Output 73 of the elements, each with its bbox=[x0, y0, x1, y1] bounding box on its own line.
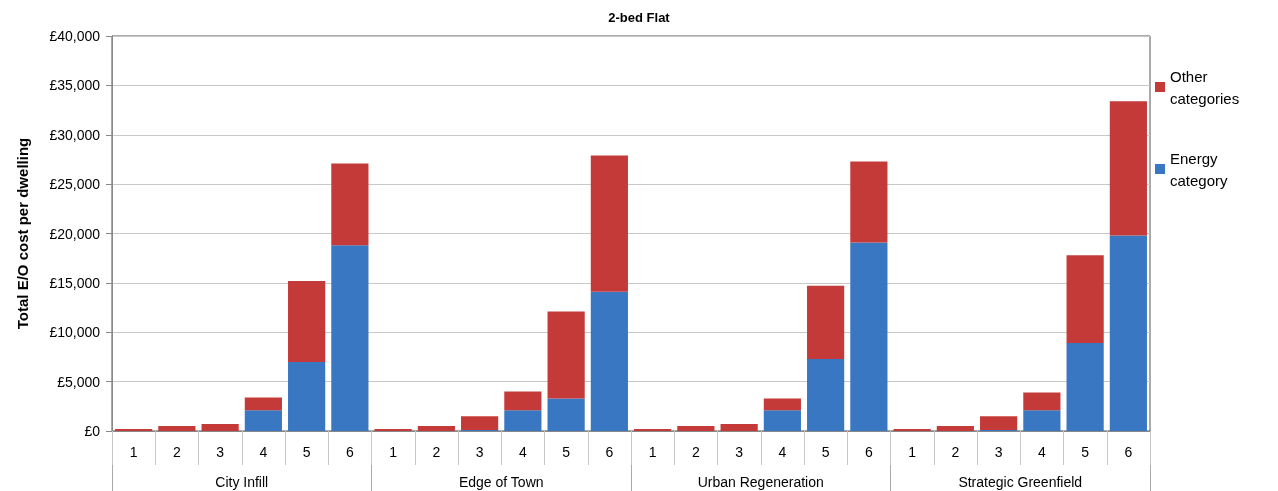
x-tick-label: 6 bbox=[345, 444, 354, 460]
y-tick-label: £20,000 bbox=[49, 225, 101, 242]
x-tick-label: 2 bbox=[432, 444, 441, 460]
bar bbox=[763, 410, 801, 431]
x-tick-label: 3 bbox=[735, 444, 744, 460]
x-tick-label: 6 bbox=[605, 444, 614, 460]
x-tick-label: 5 bbox=[302, 444, 311, 460]
bar bbox=[461, 416, 499, 431]
x-tick-label: 1 bbox=[389, 444, 398, 460]
x-tick-label: 1 bbox=[908, 444, 917, 460]
legend-label: Other categories bbox=[1170, 67, 1240, 107]
bar bbox=[1109, 235, 1147, 431]
x-tick-label: 2 bbox=[691, 444, 700, 460]
x-tick-label: 1 bbox=[648, 444, 657, 460]
bar bbox=[1066, 343, 1104, 431]
bar bbox=[936, 426, 974, 431]
text: Urban Regeneration bbox=[697, 474, 824, 490]
x-tick-label: 3 bbox=[216, 444, 225, 460]
bar bbox=[590, 155, 628, 292]
bar bbox=[547, 398, 585, 431]
y-tick-label: £25,000 bbox=[49, 176, 101, 193]
x-tick-label: 5 bbox=[562, 444, 571, 460]
x-tick-label: 5 bbox=[821, 444, 830, 460]
bar bbox=[850, 161, 888, 243]
bar bbox=[504, 391, 542, 411]
x-tick-label: 1 bbox=[129, 444, 138, 460]
y-axis-title: Total E/O cost per dwelling bbox=[14, 137, 31, 330]
text: City Infill bbox=[215, 474, 269, 490]
bar bbox=[1023, 392, 1061, 411]
chart-title: 2-bed Flat bbox=[608, 10, 671, 25]
y-tick-label: £10,000 bbox=[49, 324, 101, 341]
bar bbox=[331, 245, 369, 431]
x-tick-label: 5 bbox=[1081, 444, 1090, 460]
bar bbox=[763, 398, 801, 411]
bar bbox=[807, 358, 845, 431]
bar bbox=[850, 242, 888, 431]
x-tick-label: 2 bbox=[951, 444, 960, 460]
bar bbox=[590, 291, 628, 431]
bar bbox=[201, 424, 239, 431]
x-tick-label: 3 bbox=[475, 444, 484, 460]
x-tick-label: 4 bbox=[1037, 444, 1046, 460]
text: Edge of Town bbox=[458, 474, 544, 490]
bar bbox=[244, 397, 282, 411]
y-tick-label: £30,000 bbox=[49, 126, 101, 143]
bar bbox=[1109, 101, 1147, 236]
y-tick-label: £5,000 bbox=[57, 373, 101, 390]
y-tick-label: £15,000 bbox=[49, 274, 101, 291]
bar bbox=[807, 285, 845, 359]
x-tick-label: 6 bbox=[1124, 444, 1133, 460]
x-tick-label: 4 bbox=[518, 444, 527, 460]
y-tick-label: £35,000 bbox=[49, 77, 101, 94]
x-tick-label: 4 bbox=[778, 444, 787, 460]
bar bbox=[547, 311, 585, 399]
bar bbox=[504, 410, 542, 431]
x-tick-label: 4 bbox=[259, 444, 268, 460]
text: Strategic Greenfield bbox=[958, 474, 1083, 490]
bar bbox=[288, 361, 326, 431]
x-tick-label: 2 bbox=[172, 444, 181, 460]
bar bbox=[288, 280, 326, 362]
bar bbox=[244, 410, 282, 431]
bar bbox=[677, 426, 715, 431]
bar bbox=[1023, 410, 1061, 431]
x-tick-label: 3 bbox=[994, 444, 1003, 460]
bar bbox=[158, 426, 196, 431]
y-tick-label: £40,000 bbox=[49, 28, 101, 44]
bar bbox=[720, 424, 758, 431]
legend-label: Energy category bbox=[1170, 149, 1229, 189]
bar bbox=[1066, 255, 1104, 344]
bar bbox=[417, 426, 455, 431]
bar bbox=[980, 416, 1018, 431]
y-tick-label: £0 bbox=[84, 423, 101, 439]
bar bbox=[331, 163, 369, 246]
x-tick-label: 6 bbox=[864, 444, 873, 460]
